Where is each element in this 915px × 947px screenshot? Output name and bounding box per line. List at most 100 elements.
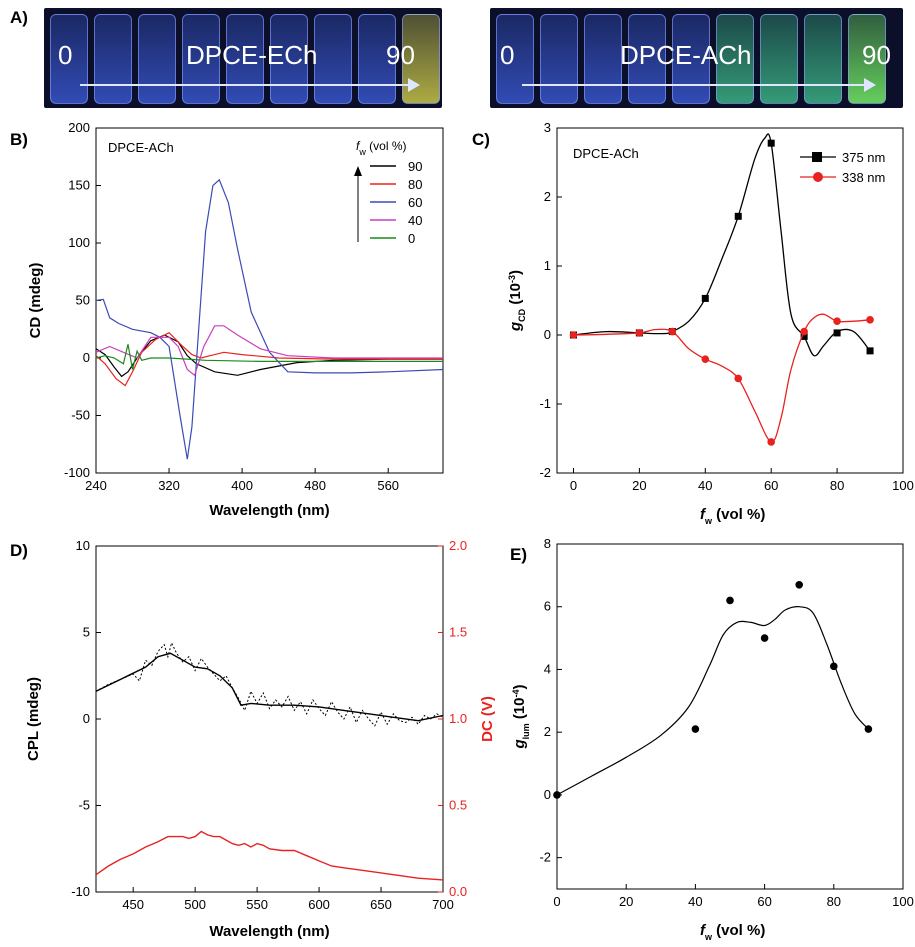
panel-e-point — [795, 580, 803, 589]
panel-c-point — [800, 327, 808, 336]
panel-e-curve — [556, 606, 869, 796]
panel-d-ytick-right-label: 1.5 — [449, 625, 467, 640]
vial — [672, 14, 710, 104]
panel-c-label: C) — [472, 130, 490, 149]
panel-b-series-0 — [95, 344, 443, 370]
panel-b-ytick-label: -50 — [71, 408, 90, 423]
panel-e-xtick-label: 80 — [827, 894, 841, 909]
panel-c-ylabel: gCD (10-3) — [507, 270, 527, 332]
panel-d-ytick-right-label: 0.5 — [449, 798, 467, 813]
panel-b-legend-label: 60 — [408, 195, 422, 210]
panel-e-xlabel: fw (vol %) — [700, 922, 765, 942]
photo-ach: 0 DPCE-ACh 90 — [490, 8, 903, 108]
panel-b-ylabel: CD (mdeg) — [27, 263, 44, 339]
panel-e-xlabel-part: f — [700, 922, 707, 939]
panel-c-legend-marker — [812, 152, 822, 162]
panel-d-xtick-label: 450 — [122, 897, 144, 912]
panel-d-label: D) — [10, 541, 28, 560]
panel-e-ytick-label: 2 — [544, 724, 551, 739]
panel-c-legend-label: 338 nm — [842, 170, 885, 185]
vial — [716, 14, 754, 104]
panel-c-point — [734, 212, 742, 220]
panel-d-series-CPL-smooth — [95, 652, 444, 722]
panel-b-frame — [95, 127, 444, 474]
panel-c-point — [668, 327, 677, 336]
panel-d-xtick-label: 600 — [308, 897, 330, 912]
panel-e-ytick-label: -2 — [539, 850, 551, 865]
panel-d-ytick-right-label: 1.0 — [449, 711, 467, 726]
vial — [584, 14, 622, 104]
panel-c-point — [866, 316, 874, 324]
vial — [804, 14, 842, 104]
panel-c-point — [701, 294, 709, 302]
panel-d-series-DC — [95, 830, 444, 881]
panel-b-series-90 — [95, 334, 443, 378]
panel-e-ylabel-part: ) — [511, 684, 528, 689]
panel-b-legend-label: 80 — [408, 177, 422, 192]
vial — [50, 14, 88, 104]
panel-b-legend-label: 90 — [408, 159, 422, 174]
photo-ach-start: 0 — [500, 40, 515, 70]
vial — [540, 14, 578, 104]
panel-b-series-40 — [95, 325, 443, 377]
panel-c-curve-338 nm — [573, 313, 871, 443]
panel-e-ylabel-part: -4 — [511, 689, 521, 697]
panel-c-ylabel-part: -3 — [507, 275, 517, 283]
panel-d-xlabel: Wavelength (nm) — [209, 923, 329, 940]
panel-c-xlabel: fw (vol %) — [700, 506, 765, 526]
panel-b-ytick-label: -100 — [64, 465, 90, 480]
panel-d-ylabel-right: DC (V) — [479, 696, 496, 742]
panel-b-legend-title-part: f — [356, 139, 361, 153]
panel-c-xlabel-part: w — [704, 516, 713, 526]
panel-d-xtick-label: 500 — [184, 897, 206, 912]
panel-c-xtick-label: 40 — [698, 478, 712, 493]
panel-e-xtick-label: 20 — [619, 894, 633, 909]
panel-c-xtick-label: 0 — [570, 478, 577, 493]
panel-d-xtick-label: 550 — [246, 897, 268, 912]
vial — [226, 14, 264, 104]
panel-b-ytick-label: 200 — [68, 120, 90, 135]
panel-d-ytick-right-label: 2.0 — [449, 538, 467, 553]
photo-ach-sample: DPCE-ACh — [620, 40, 752, 70]
panel-c-point — [734, 374, 743, 383]
panel-c-frame — [556, 127, 904, 474]
panel-a-label: A) — [10, 8, 28, 27]
vial — [94, 14, 132, 104]
panel-d-frame — [95, 545, 444, 893]
panel-b-legend-title-part: w — [358, 147, 366, 157]
panel-c-point — [635, 329, 644, 337]
panel-c-ytick-label: -1 — [539, 396, 551, 411]
panel-e-ytick-label: 6 — [544, 599, 551, 614]
panel-e-xtick-label: 60 — [757, 894, 771, 909]
panel-c-ylabel-part: (10 — [507, 283, 524, 309]
panel-e-xtick-label: 100 — [892, 894, 914, 909]
panel-c-ytick-label: 0 — [544, 327, 551, 342]
panel-d-ytick-label: 10 — [76, 538, 90, 553]
panel-b-ytick-label: 150 — [68, 178, 90, 193]
panel-e-point — [553, 791, 561, 799]
panel-c-point — [833, 329, 841, 337]
panel-e-xlabel-part: (vol %) — [712, 922, 765, 939]
photo-ach-arrowhead — [864, 78, 876, 92]
photo-ech: 0 DPCE-ECh 90 — [44, 8, 442, 108]
panel-b-legend-title-part: (vol %) — [366, 139, 407, 153]
panel-d-ytick-label: 5 — [83, 625, 90, 640]
panel-e-ylabel-part: g — [511, 739, 528, 749]
panel-c-ytick-label: 1 — [544, 258, 551, 273]
panel-b-legend-title: fw (vol %) — [356, 139, 407, 157]
panel-e-point — [760, 634, 769, 642]
vial — [182, 14, 220, 104]
photo-ach-end: 90 — [862, 40, 891, 70]
panel-b-xtick-label: 240 — [85, 478, 107, 493]
panel-c-ytick-label: -2 — [539, 465, 551, 480]
panel-e-xlabel-part: w — [704, 932, 713, 942]
panel-e-label: E) — [510, 545, 527, 564]
panel-c-point — [800, 332, 808, 340]
panel-c-ylabel-part: CD — [517, 308, 527, 321]
panel-b-label: B) — [10, 130, 28, 149]
panel-e-xtick-label: 0 — [553, 894, 560, 909]
panel-e-frame — [556, 543, 904, 890]
panel-c-xlabel-part: f — [700, 506, 707, 523]
photo-ech-end: 90 — [386, 40, 415, 70]
panel-b-xtick-label: 400 — [231, 478, 253, 493]
